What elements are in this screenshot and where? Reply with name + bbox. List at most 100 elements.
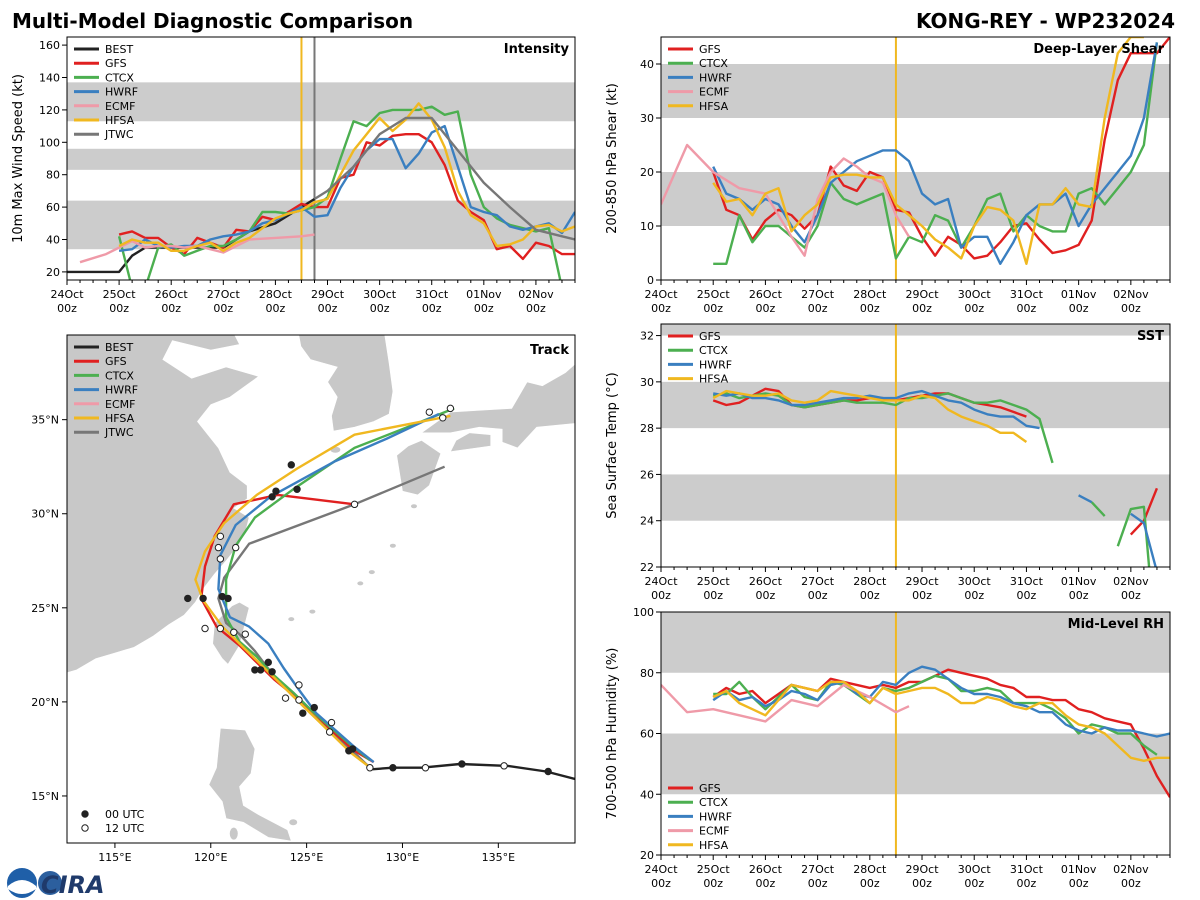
intensity-legend-label: HWRF — [105, 86, 138, 99]
track-lat-label: 30°N — [31, 508, 59, 521]
intensity-ytick-label: 40 — [46, 234, 60, 247]
sst-series-hwrf — [712, 389, 1157, 567]
shear-plot-area — [661, 37, 1170, 280]
rh-xtick-hour: 00z — [756, 877, 776, 890]
shear-xtick-date: 29Oct — [906, 288, 940, 301]
sst-legend-label: GFS — [699, 330, 721, 343]
shear-xtick-hour: 00z — [912, 302, 932, 315]
rh-ytick-label: 60 — [640, 728, 654, 741]
rh-xtick-date: 30Oct — [958, 863, 992, 876]
shear-ytick-label: 40 — [640, 58, 654, 71]
intensity-xtick-hour: 00z — [109, 302, 129, 315]
intensity-xtick-date: 24Oct — [50, 288, 84, 301]
track-legend-label: HWRF — [105, 384, 138, 397]
intensity-legend-label: JTWC — [104, 128, 134, 141]
shear-xtick-date: 28Oct — [853, 288, 887, 301]
rh-xtick-date: 26Oct — [749, 863, 783, 876]
sst-ytick-label: 24 — [640, 515, 654, 528]
track-lon-label: 120°E — [194, 851, 227, 864]
shear-ytick-label: 10 — [640, 220, 654, 233]
shear-xtick-date: 30Oct — [958, 288, 992, 301]
intensity-xtick-hour: 00z — [161, 302, 181, 315]
rh-legend-label: ECMF — [699, 825, 729, 838]
track-marker-00utc — [458, 760, 466, 768]
track-lon-label: 130°E — [386, 851, 419, 864]
rh-xtick-hour: 00z — [651, 877, 671, 890]
track-line-best — [367, 762, 575, 781]
rh-xtick-hour: 00z — [1121, 877, 1141, 890]
shear-series-gfs — [712, 37, 1170, 260]
rh-xtick-hour: 00z — [1017, 877, 1037, 890]
shear-ytick-label: 20 — [640, 166, 654, 179]
sst-xtick-hour: 00z — [1069, 589, 1089, 602]
track-legend-label: JTWC — [104, 426, 134, 439]
kyushu-landmass — [396, 440, 442, 496]
ryukyu-island — [368, 570, 375, 575]
track-legend-label: GFS — [105, 355, 127, 368]
shear-panel: 01020304024Oct00z25Oct00z26Oct00z27Oct00… — [605, 36, 1171, 315]
track-legend-label: CTCX — [105, 369, 134, 382]
sst-xtick-hour: 00z — [703, 589, 723, 602]
shear-legend-label: HFSA — [699, 100, 729, 113]
shear-xtick-hour: 00z — [860, 302, 880, 315]
intensity-ytick-label: 120 — [39, 104, 60, 117]
rh-xtick-hour: 00z — [964, 877, 984, 890]
intensity-xtick-hour: 00z — [318, 302, 338, 315]
rh-legend-label: HWRF — [699, 810, 732, 823]
rh-xtick-hour: 00z — [808, 877, 828, 890]
sst-xtick-hour: 00z — [756, 589, 776, 602]
track-marker-12utc — [500, 762, 508, 770]
track-marker-12utc — [241, 630, 249, 638]
rh-plot-area — [661, 612, 1170, 855]
shear-band — [661, 64, 1170, 118]
intensity-legend-label: BEST — [105, 43, 133, 56]
mindoro-island — [229, 827, 238, 840]
rh-xtick-date: 31Oct — [1010, 863, 1044, 876]
shear-ytick-label: 0 — [647, 274, 654, 287]
sst-xtick-date: 24Oct — [644, 575, 678, 588]
rh-legend-label: CTCX — [699, 796, 728, 809]
legend-marker-00utc — [81, 810, 89, 818]
intensity-legend-label: HFSA — [105, 114, 135, 127]
track-lat-label: 20°N — [31, 696, 59, 709]
shear-xtick-hour: 00z — [808, 302, 828, 315]
track-marker-12utc — [325, 728, 334, 736]
track-marker-legend-label: 00 UTC — [105, 808, 145, 821]
rh-ytick-label: 40 — [640, 788, 654, 801]
ryukyu-island — [309, 609, 316, 614]
cira-logo: CIRA — [7, 868, 105, 899]
rh-xtick-hour: 00z — [1069, 877, 1089, 890]
track-title: Track — [530, 343, 569, 358]
globe-icon — [38, 871, 62, 895]
rh-band — [661, 612, 1170, 673]
rh-xtick-date: 01Nov — [1061, 863, 1097, 876]
sst-xtick-hour: 00z — [1017, 589, 1037, 602]
track-marker-00utc — [224, 594, 232, 603]
track-marker-00utc — [268, 668, 276, 676]
intensity-xtick-date: 26Oct — [155, 288, 189, 301]
track-marker-12utc — [327, 718, 336, 727]
shear-legend-label: ECMF — [699, 86, 729, 99]
track-marker-00utc — [264, 658, 272, 667]
rh-legend-label: HFSA — [699, 839, 729, 852]
intensity-series-hfsa — [118, 102, 575, 252]
china-landmass — [67, 335, 260, 674]
rh-panel: 2040608010024Oct00z25Oct00z26Oct00z27Oct… — [605, 606, 1171, 890]
shear-frame — [660, 36, 1171, 281]
noaa-logo-wave — [8, 880, 36, 894]
intensity-xtick-date: 30Oct — [363, 288, 397, 301]
track-map-area — [67, 335, 575, 842]
track-marker-12utc — [214, 543, 223, 552]
rh-xtick-date: 25Oct — [697, 863, 731, 876]
catanduanes-island — [289, 819, 298, 826]
track-marker-00utc — [389, 764, 397, 772]
rh-ytick-label: 100 — [633, 606, 654, 619]
sst-xtick-date: 01Nov — [1061, 575, 1097, 588]
track-panel: 115°E 120°E 125°E 130°E 135°E 15°N 20°N 25°N 30°… — [31, 334, 576, 864]
shear-xtick-hour: 00z — [964, 302, 984, 315]
track-marker-12utc — [230, 628, 238, 636]
rh-band — [661, 733, 1170, 795]
sst-ytick-label: 28 — [640, 422, 654, 435]
sst-ytick-label: 22 — [640, 561, 654, 574]
intensity-xtick-hour: 00z — [57, 302, 77, 315]
